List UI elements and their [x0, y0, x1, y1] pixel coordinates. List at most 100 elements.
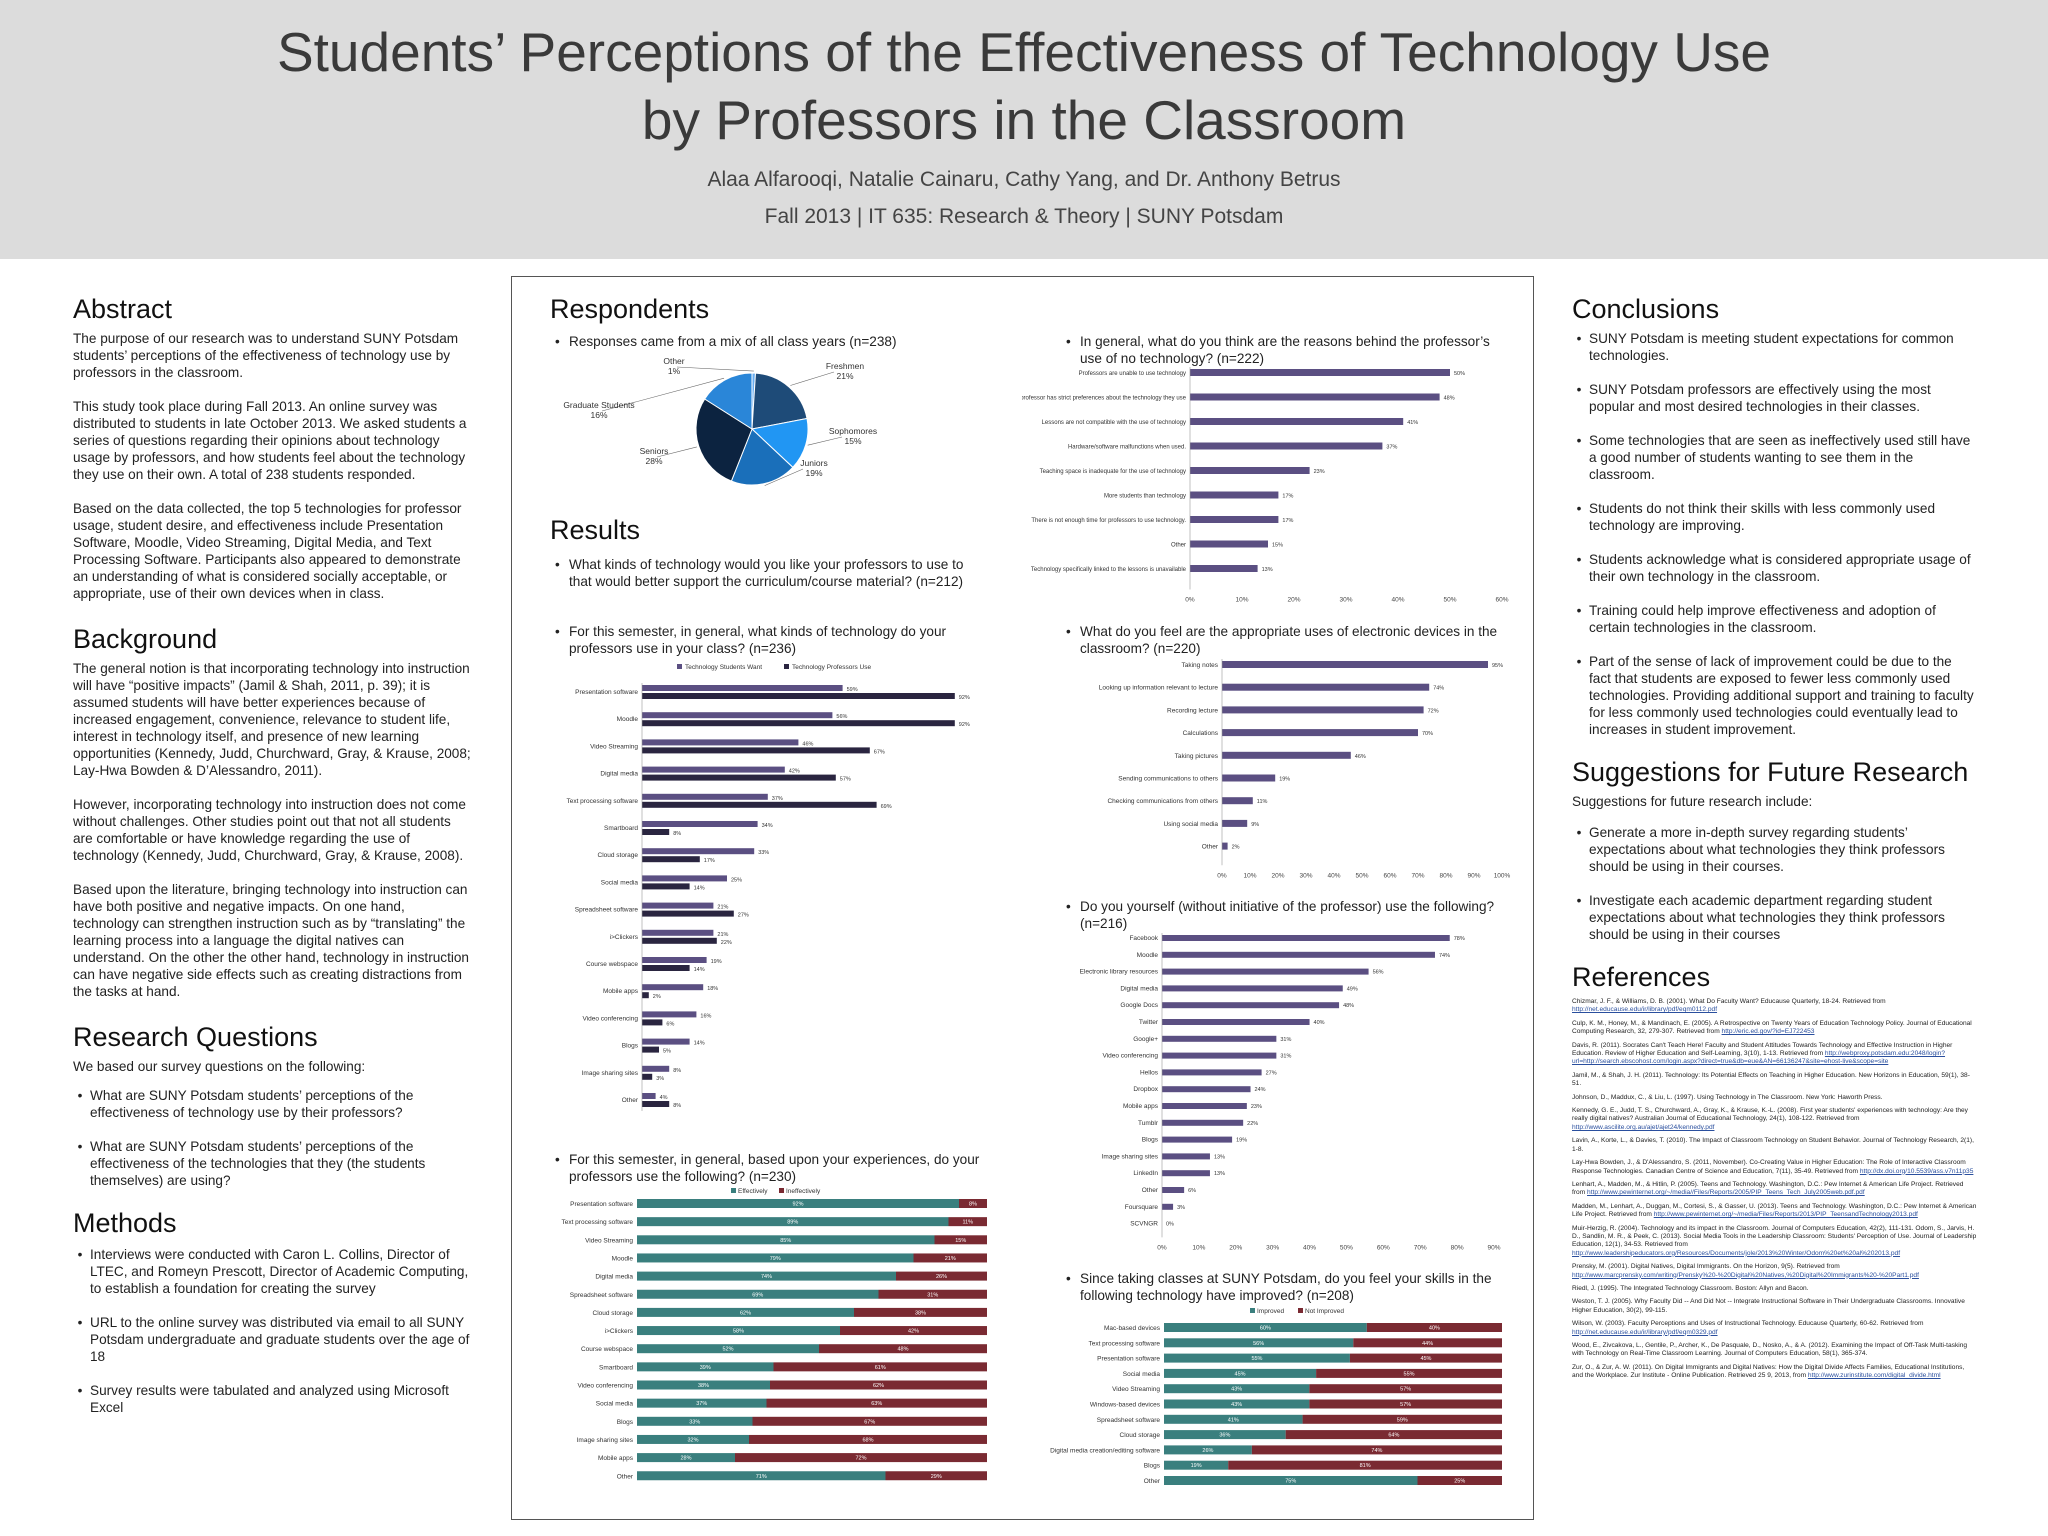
bar-segment-a	[637, 1217, 949, 1227]
bar-use	[642, 910, 734, 917]
reference-link[interactable]: http://www.zurinstitute.com/digital_divi…	[1807, 1372, 1941, 1380]
future-research-heading: Suggestions for Future Research	[1572, 757, 1969, 787]
reference-link[interactable]: http://dx.doi.org/10.5539/ass.v7n11p35	[1859, 1167, 1974, 1175]
bar-value-label: 55%	[1404, 1371, 1415, 1377]
legend-swatch-b	[1298, 1308, 1303, 1313]
bar-value-label: 79%	[770, 1256, 781, 1262]
list-item: Students acknowledge what is considered …	[1589, 551, 1977, 585]
bar-segment-b	[840, 1326, 987, 1336]
bar-value-label: 64%	[1388, 1433, 1399, 1439]
background-p1: The general notion is that incorporating…	[73, 661, 471, 778]
bar-value-label: 67%	[874, 749, 885, 755]
pie-label-line: Juniors	[800, 458, 827, 468]
bar-value-label: 23%	[1314, 469, 1325, 475]
reference-link[interactable]: http://www.pewinternet.org/~/media//File…	[1587, 1189, 1865, 1197]
bar	[1222, 729, 1418, 737]
bar-segment-a	[637, 1199, 959, 1208]
bar	[1190, 369, 1450, 376]
bar-value-label: 11%	[962, 1220, 973, 1226]
category-label: Image sharing sites	[577, 1437, 634, 1444]
bar-value-label: 32%	[687, 1437, 698, 1443]
bar-value-label: 38%	[698, 1383, 709, 1389]
pie-label-line: Freshmen	[826, 361, 865, 371]
research-questions-intro: We based our survey questions on the fol…	[73, 1059, 366, 1074]
category-label: Text processing software	[566, 798, 638, 805]
bar-value-label: 72%	[1428, 708, 1439, 714]
pie-label-line: Graduate Students	[563, 400, 634, 410]
x-tick-label: 30%	[1299, 872, 1312, 879]
pie-slice	[751, 372, 808, 430]
bar	[1190, 516, 1279, 523]
category-label: Other	[1171, 543, 1186, 549]
poster-header: Students’ Perceptions of the Effectivene…	[0, 0, 2048, 259]
bar-value-label: 58%	[733, 1329, 744, 1335]
reference-link[interactable]: http://webproxy.potsdam.edu:2048/login?u…	[1572, 1050, 1946, 1066]
abstract-p3: Based on the data collected, the top 5 t…	[73, 501, 462, 601]
reference-text: Zur, O., & Zur, A. W. (2011). On Digital…	[1572, 1363, 1965, 1380]
bar	[1162, 1136, 1233, 1143]
bar-value-label: 11%	[1257, 799, 1268, 805]
reference-link[interactable]: http://www.pewinternet.org/~/media/Files…	[1653, 1211, 1918, 1219]
bar-segment-b	[948, 1217, 987, 1227]
bar-value-label: 37%	[1386, 445, 1397, 451]
reference-link[interactable]: http://eric.ed.gov/?id=EJ722453	[1721, 1028, 1815, 1036]
title-line-2: by Professors in the Classroom	[641, 89, 1407, 151]
reference-link[interactable]: http://net.educause.edu/ir/library/pdf/e…	[1572, 1328, 1718, 1336]
bar-value-label: 33%	[689, 1419, 700, 1425]
bar	[1162, 1019, 1310, 1025]
bar	[1222, 842, 1228, 850]
bar-value-label: 6%	[666, 1021, 674, 1027]
category-label: Google+	[1133, 1036, 1158, 1043]
bar	[1190, 418, 1404, 425]
category-label: Digital media	[600, 771, 638, 778]
x-tick-label: 30%	[1266, 1244, 1279, 1251]
bar-segment-a	[637, 1416, 753, 1426]
reference-link[interactable]: http://www.ascilite.org.au/ajet/ajet24/k…	[1572, 1123, 1715, 1131]
category-label: Mac-based devices	[1104, 1325, 1161, 1332]
bar-value-label: 0%	[1166, 1222, 1174, 1228]
bar-use	[642, 883, 690, 890]
bar-segment-a	[1164, 1399, 1310, 1409]
bar-segment-b	[1349, 1353, 1502, 1363]
x-tick-label: 50%	[1340, 1244, 1353, 1251]
reference-text: Lay-Hwa Bowden, J., & D'Alessandro, S. (…	[1572, 1159, 1966, 1175]
bar-value-label: 60%	[1260, 1326, 1271, 1332]
bar-want	[642, 902, 714, 909]
reference-item: Lay-Hwa Bowden, J., & D'Alessandro, S. (…	[1572, 1159, 1977, 1176]
bar-use	[642, 856, 700, 863]
category-label: Video Streaming	[1112, 1386, 1160, 1393]
pie-label-line: 15%	[844, 436, 861, 446]
reference-item: Lenhart, A., Madden, M., & Hitlin, P. (2…	[1572, 1181, 1977, 1198]
bar-segment-b	[1251, 1445, 1502, 1455]
reference-link[interactable]: http://net.educause.edu/ir/library/pdf/e…	[1572, 1006, 1718, 1014]
bar-value-label: 26%	[936, 1274, 947, 1280]
bar-segment-a	[637, 1398, 767, 1408]
bar-segment-a	[637, 1380, 770, 1390]
reference-link[interactable]: http://www.marcprensky.com/writing/Prens…	[1572, 1271, 1919, 1279]
bar-value-label: 8%	[673, 1068, 681, 1074]
bar-value-label: 78%	[1454, 936, 1465, 942]
reference-link[interactable]: http://www.leadershipeducators.org/Resou…	[1572, 1249, 1901, 1257]
bar-segment-a	[637, 1434, 749, 1444]
bar-value-label: 74%	[1433, 686, 1444, 692]
reference-item: Wilson, W. (2003). Faculty Perceptions a…	[1572, 1320, 1977, 1337]
x-tick-label: 60%	[1377, 1244, 1390, 1251]
bar-value-label: 92%	[792, 1202, 803, 1208]
category-label: Hardware/software malfunctions when used…	[1068, 445, 1186, 451]
bar-value-label: 63%	[871, 1401, 882, 1407]
bar-value-label: 74%	[1371, 1448, 1382, 1454]
category-label: Image sharing sites	[1102, 1153, 1159, 1160]
bar-segment-a	[1164, 1430, 1286, 1440]
bar-value-label: 95%	[1492, 663, 1503, 669]
legend-label-a: Effectively	[738, 1188, 768, 1195]
bar-value-label: 17%	[704, 858, 715, 864]
category-label: SCVNGR	[1130, 1221, 1158, 1228]
category-label: Video conferencing	[582, 1015, 638, 1022]
research-questions-list: What are SUNY Potsdam students’ percepti…	[73, 1087, 473, 1189]
bar-value-label: 26%	[1202, 1448, 1213, 1454]
bar-use	[642, 992, 649, 999]
bar-segment-a	[637, 1362, 774, 1372]
bar-value-label: 46%	[802, 741, 813, 747]
list-item: Interviews were conducted with Caron L. …	[90, 1246, 473, 1297]
category-label: Presentation software	[575, 689, 638, 696]
